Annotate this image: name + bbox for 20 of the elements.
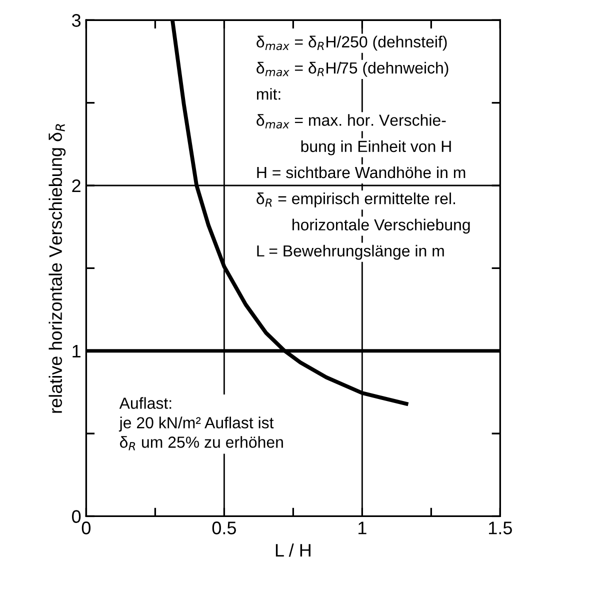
- y-tick-label: 0: [72, 510, 81, 523]
- y-axis-title: relative horizontale Verschiebung δ$_{R}$: [48, 124, 66, 413]
- annotation: δ$_{max}$ = δ$_{R}$H/250 (dehnsteif): [256, 36, 447, 51]
- x-axis-title: L / H: [276, 543, 310, 557]
- annotation: bung in Einheit von H: [301, 140, 451, 156]
- y-tick-label: 2: [72, 179, 80, 192]
- x-tick-label: 0: [82, 522, 91, 534]
- annotation: δ$_{max}$ = max. hor. Verschie-: [256, 114, 446, 128]
- annotation: Auflast: je 20 kN/m² Auflast ist δ$_{R}$ um 25% zu erhöhen: [118, 397, 283, 450]
- annotation: L = Bewehrungslänge in m: [257, 244, 444, 260]
- x-tick-label: 0.5: [212, 522, 236, 534]
- x-tick-label: 1.5: [488, 522, 512, 534]
- annotation: horizontale Verschiebung: [292, 218, 470, 234]
- annotation: H = sichtbare Wandhöhe in m: [257, 166, 466, 178]
- annotation: mit:: [256, 88, 280, 100]
- y-tick-label: 3: [72, 14, 81, 27]
- annotation: δ$_{R}$ = empirisch ermittelte rel.: [256, 192, 456, 208]
- x-tick-label: 1: [358, 522, 366, 534]
- annotation: δ$_{max}$ = δ$_{R}$H/75 (dehnweich): [256, 62, 448, 77]
- y-tick-label: 1: [72, 344, 80, 358]
